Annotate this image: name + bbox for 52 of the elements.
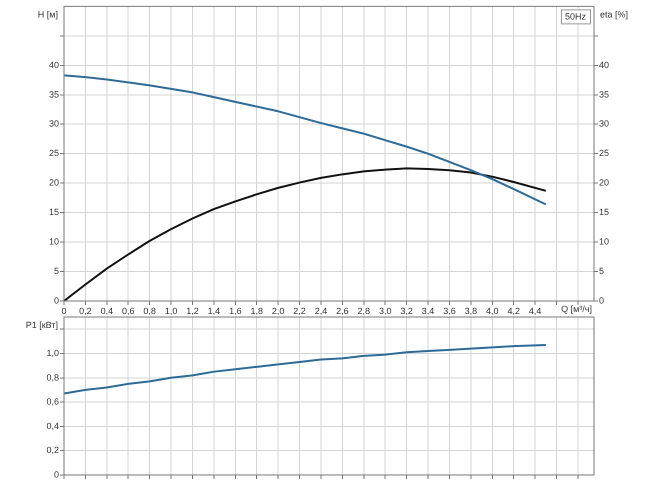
y2-tick-label: 35 — [599, 89, 610, 100]
y-tick-label: 0,8 — [46, 372, 59, 382]
x-tick-label: 0,6 — [122, 306, 134, 316]
y2-axis-title: eta [%] — [600, 9, 628, 20]
y2-tick-label: 30 — [599, 118, 610, 129]
x-tick-label: 0,2 — [79, 306, 92, 316]
x-tick-label: 0,4 — [100, 306, 114, 316]
x-tick-label: 1,8 — [250, 306, 263, 316]
x-tick-label: 0,8 — [143, 306, 156, 316]
y2-tick-label: 5 — [599, 266, 604, 276]
y-tick-label: 10 — [48, 236, 59, 247]
x-tick-label: 3,2 — [400, 306, 413, 316]
x-tick-label: 2,2 — [293, 306, 306, 316]
x-tick-label: 2,0 — [272, 306, 284, 316]
y-tick-label: 30 — [48, 118, 59, 129]
x-tick-label: 2,4 — [314, 306, 328, 316]
y-tick-label: 0,6 — [46, 396, 59, 407]
y-tick-label: 35 — [48, 89, 59, 100]
y-tick-label: 0 — [54, 469, 59, 480]
y-axis-title: P1 [кВт] — [26, 320, 58, 330]
y2-tick-label: 15 — [599, 207, 610, 218]
y-tick-label: 0 — [54, 295, 59, 306]
x-tick-label: 1,0 — [164, 306, 178, 316]
x-tick-label: 1,4 — [208, 306, 220, 316]
y2-tick-label: 40 — [599, 60, 610, 70]
x-tick-label: 1,6 — [229, 306, 242, 316]
y-tick-label: 20 — [48, 178, 59, 188]
x-tick-label: 3,6 — [443, 306, 456, 316]
y-axis-title: H [м] — [38, 9, 58, 20]
annotation: 50Hz — [564, 11, 586, 22]
x-axis-title: Q [м³/ч] — [561, 304, 592, 314]
x-tick-label: 0 — [61, 306, 67, 316]
x-tick-label: 4,0 — [486, 306, 499, 316]
y-tick-label: 40 — [48, 60, 59, 70]
y-tick-label: 1,0 — [46, 348, 59, 358]
x-tick-label: 3,0 — [378, 306, 392, 316]
x-tick-label: 4,2 — [507, 306, 520, 316]
x-tick-label: 1,2 — [186, 306, 199, 316]
x-tick-label: 2,6 — [336, 306, 349, 316]
y-tick-label: 15 — [48, 207, 59, 218]
y-tick-label: 0,4 — [46, 420, 59, 431]
x-tick-label: 3,4 — [422, 306, 434, 316]
y-tick-label: 5 — [54, 266, 59, 276]
y-tick-label: 0,2 — [46, 445, 59, 456]
x-tick-label: 3,8 — [464, 306, 478, 316]
y2-tick-label: 25 — [599, 148, 610, 158]
x-tick-label: 2,8 — [358, 306, 370, 316]
y-tick-label: 25 — [48, 148, 59, 158]
y2-tick-label: 20 — [599, 178, 610, 188]
y2-tick-label: 0 — [599, 295, 604, 306]
y2-tick-label: 10 — [599, 236, 610, 247]
x-tick-label: 4,4 — [528, 306, 542, 316]
